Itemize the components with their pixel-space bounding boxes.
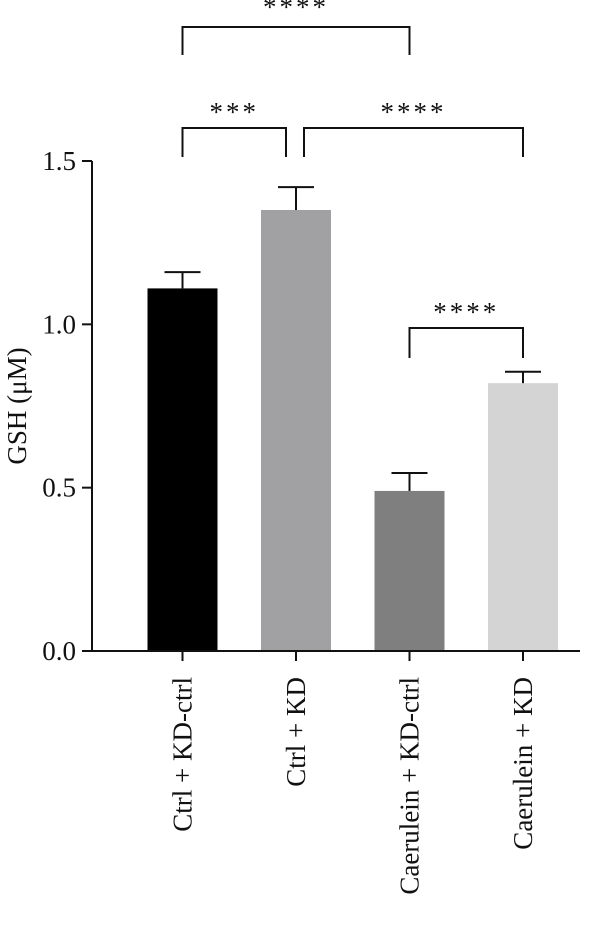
y-ticks-group: 0.0 0.5 1.0 1.5 — [42, 146, 92, 666]
bar — [374, 490, 445, 651]
x-category-label: Ctrl + KD — [281, 677, 311, 787]
axes-group — [91, 161, 580, 652]
significance-bracket — [303, 127, 524, 157]
significance-label: **** — [381, 97, 447, 127]
significance-bracket — [181, 127, 287, 157]
bar — [488, 383, 558, 651]
bar — [261, 210, 331, 651]
significance-bracket — [181, 26, 411, 55]
significance-bracket — [408, 327, 524, 358]
bars-group — [147, 210, 558, 651]
x-ticks-group: Ctrl + KD-ctrl Ctrl + KD Caerulein + KD-ct… — [168, 651, 538, 895]
bar — [147, 288, 218, 651]
error-bars-group — [164, 186, 541, 491]
significance-label: **** — [433, 297, 499, 327]
significance-label: **** — [263, 0, 329, 22]
significance-group: ******* ******** — [181, 0, 524, 358]
y-tick-label: 1.5 — [42, 146, 76, 176]
x-category-label: Caerulein + KD — [508, 677, 538, 850]
y-tick-label: 0.5 — [42, 473, 76, 503]
y-axis-title: GSH (μM) — [2, 347, 32, 464]
x-category-label: Caerulein + KD-ctrl — [395, 677, 425, 895]
x-category-label: Ctrl + KD-ctrl — [168, 677, 198, 832]
significance-label: *** — [210, 97, 260, 127]
y-tick-label: 0.0 — [42, 636, 76, 666]
y-tick-label: 1.0 — [42, 309, 76, 339]
